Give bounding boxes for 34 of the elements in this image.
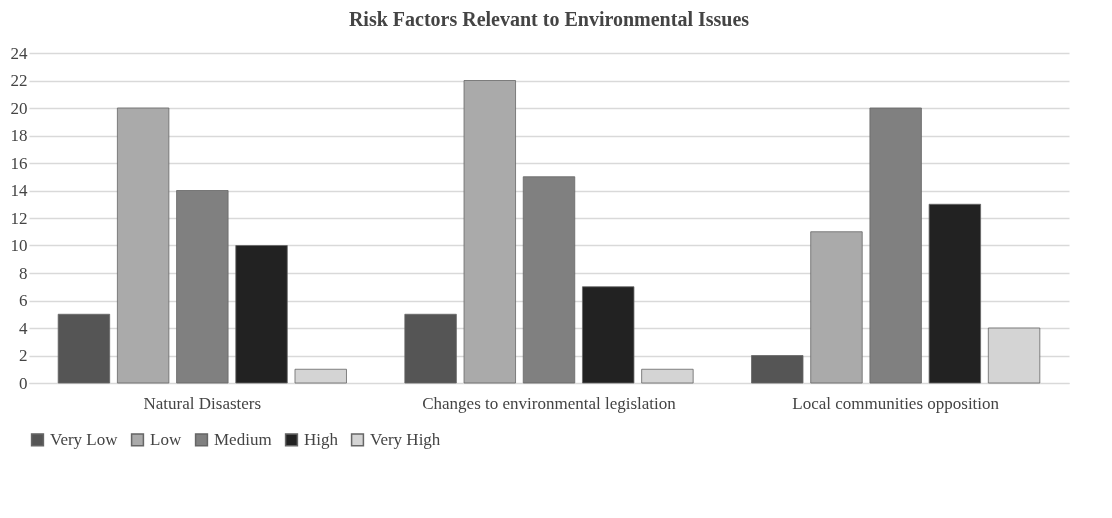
legend-label: Very Low <box>50 429 119 449</box>
y-tick-label: 10 <box>10 236 28 255</box>
bar <box>463 80 516 384</box>
x-tick-label: Local communities opposition <box>792 393 1000 413</box>
y-tick-label: 2 <box>19 346 28 365</box>
bar <box>751 355 804 384</box>
x-tick-label: Natural Disasters <box>143 393 262 413</box>
bar <box>235 245 288 384</box>
legend-label: Low <box>150 429 182 449</box>
bar <box>928 203 982 384</box>
bar <box>57 313 111 384</box>
y-tick-label: 6 <box>19 291 28 310</box>
y-tick-label: 14 <box>10 181 28 200</box>
bar <box>522 176 576 384</box>
legend-label: Very High <box>370 429 441 449</box>
x-tick-label: Changes to environmental legislation <box>422 393 677 413</box>
y-tick-label: 4 <box>19 318 28 338</box>
y-tick-label: 18 <box>10 126 28 145</box>
bar <box>116 107 170 384</box>
y-tick-label: 16 <box>10 153 28 173</box>
bar <box>404 313 457 384</box>
y-tick-label: 0 <box>19 373 28 393</box>
y-tick-label: 20 <box>10 98 28 118</box>
legend-label: Medium <box>214 429 272 449</box>
bar <box>869 107 922 384</box>
bar <box>582 286 635 384</box>
y-tick-label: 22 <box>10 71 28 90</box>
y-tick-label: 12 <box>10 208 28 228</box>
chart-title: Risk Factors Relevant to Environmental Issues <box>348 8 750 30</box>
legend-label: High <box>304 429 339 449</box>
y-tick-label: 8 <box>19 263 28 283</box>
y-tick-label: 24 <box>10 43 28 63</box>
bar <box>810 231 863 384</box>
bar <box>176 190 229 384</box>
